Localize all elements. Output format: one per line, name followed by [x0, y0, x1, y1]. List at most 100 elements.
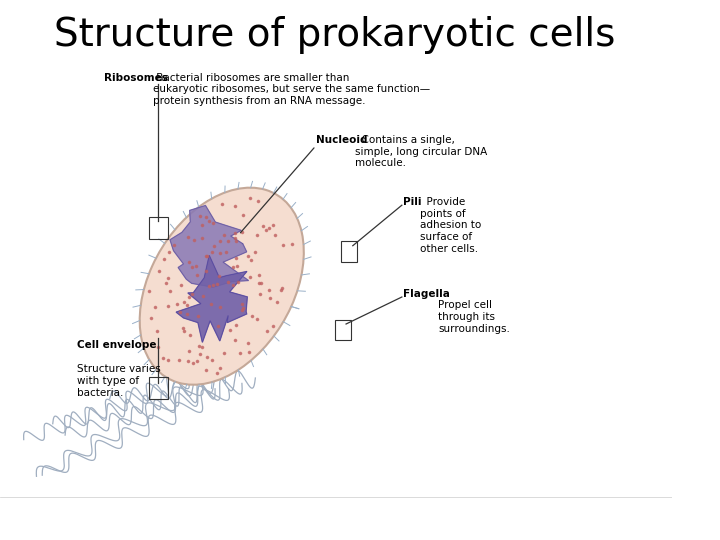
- Text: Bacterial ribosomes are smaller than
eukaryotic ribosomes, but serve the same fu: Bacterial ribosomes are smaller than euk…: [153, 73, 430, 106]
- Point: [192, 356, 203, 365]
- Point: [231, 261, 243, 270]
- Point: [197, 233, 208, 242]
- Point: [230, 321, 241, 329]
- Point: [236, 227, 248, 236]
- Point: [178, 327, 189, 335]
- Point: [254, 289, 266, 298]
- Point: [242, 339, 253, 347]
- Point: [202, 353, 213, 362]
- Point: [205, 300, 217, 308]
- Point: [174, 308, 186, 316]
- Point: [252, 197, 264, 206]
- Text: Provide
points of
adhesion to
surface of
other cells.: Provide points of adhesion to surface of…: [420, 197, 481, 253]
- Point: [236, 305, 248, 314]
- Point: [264, 285, 275, 294]
- Text: Nucleoid: Nucleoid: [316, 135, 367, 145]
- Point: [191, 262, 202, 271]
- Point: [194, 350, 206, 359]
- Point: [244, 273, 256, 282]
- Point: [206, 355, 217, 364]
- Point: [251, 230, 263, 239]
- Point: [275, 286, 287, 294]
- Point: [163, 248, 174, 256]
- Point: [264, 224, 275, 233]
- Point: [153, 266, 164, 275]
- Point: [194, 342, 205, 350]
- Point: [186, 263, 197, 272]
- Point: [192, 312, 204, 320]
- Point: [212, 280, 223, 289]
- Point: [260, 226, 271, 235]
- Point: [224, 326, 235, 335]
- Point: [157, 354, 168, 362]
- Point: [220, 247, 231, 256]
- Point: [264, 294, 275, 302]
- Point: [200, 267, 212, 275]
- Point: [214, 248, 225, 257]
- Point: [244, 194, 256, 202]
- Point: [174, 356, 185, 364]
- Point: [162, 301, 174, 310]
- Point: [171, 300, 183, 308]
- Point: [267, 321, 279, 330]
- Point: [200, 252, 212, 260]
- Point: [183, 347, 194, 355]
- Point: [207, 280, 218, 289]
- Bar: [149, 377, 168, 399]
- Point: [222, 237, 233, 246]
- Point: [182, 233, 194, 241]
- Point: [149, 302, 161, 311]
- Point: [150, 327, 162, 335]
- Point: [160, 279, 171, 287]
- Point: [164, 287, 176, 295]
- Point: [230, 229, 241, 238]
- Point: [243, 252, 254, 261]
- Point: [228, 263, 239, 272]
- Point: [216, 200, 228, 208]
- Polygon shape: [176, 255, 247, 342]
- Bar: [149, 217, 168, 239]
- Point: [207, 247, 218, 256]
- Point: [201, 213, 212, 221]
- Point: [219, 231, 230, 240]
- Point: [253, 271, 264, 280]
- Point: [269, 231, 280, 239]
- Point: [144, 287, 156, 296]
- Point: [208, 242, 220, 251]
- Point: [230, 237, 242, 245]
- Bar: [341, 241, 358, 262]
- Text: Ribosomes: Ribosomes: [104, 73, 168, 83]
- Point: [184, 292, 195, 301]
- Text: Pili: Pili: [403, 197, 422, 207]
- Point: [184, 330, 195, 339]
- Point: [158, 255, 170, 264]
- Text: Flagella: Flagella: [403, 289, 450, 299]
- Point: [233, 278, 244, 286]
- Point: [257, 222, 269, 231]
- Point: [230, 253, 242, 262]
- Point: [271, 298, 283, 306]
- Text: Cell envelope: Cell envelope: [77, 340, 157, 350]
- Point: [215, 237, 226, 245]
- Point: [202, 251, 213, 260]
- Point: [236, 299, 248, 308]
- Point: [178, 298, 189, 306]
- Point: [197, 221, 208, 230]
- Point: [246, 256, 257, 265]
- Point: [287, 239, 298, 248]
- Point: [194, 211, 206, 220]
- Ellipse shape: [140, 188, 304, 384]
- Point: [229, 202, 240, 211]
- Point: [246, 312, 258, 320]
- Point: [187, 359, 199, 367]
- Point: [229, 336, 240, 345]
- Point: [235, 349, 246, 357]
- Point: [253, 278, 265, 287]
- Point: [186, 290, 198, 299]
- Point: [162, 356, 174, 364]
- Point: [249, 248, 261, 256]
- Point: [197, 343, 208, 352]
- Point: [201, 366, 212, 375]
- Point: [214, 303, 225, 312]
- Point: [203, 217, 215, 226]
